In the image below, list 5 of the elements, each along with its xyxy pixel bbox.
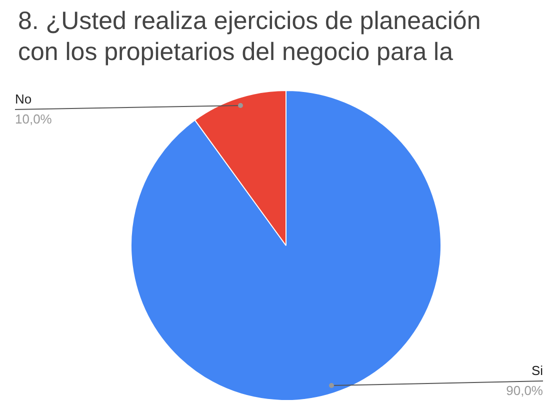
slice-label: Si: [531, 363, 544, 378]
data-label: 90,0%: [506, 383, 544, 398]
slice-label: No: [15, 91, 32, 106]
data-label: 10,0%: [15, 111, 52, 126]
chart-title: 8. ¿Usted realiza ejercicios de planeación con los propietarios del negocio para la: [18, 6, 482, 68]
